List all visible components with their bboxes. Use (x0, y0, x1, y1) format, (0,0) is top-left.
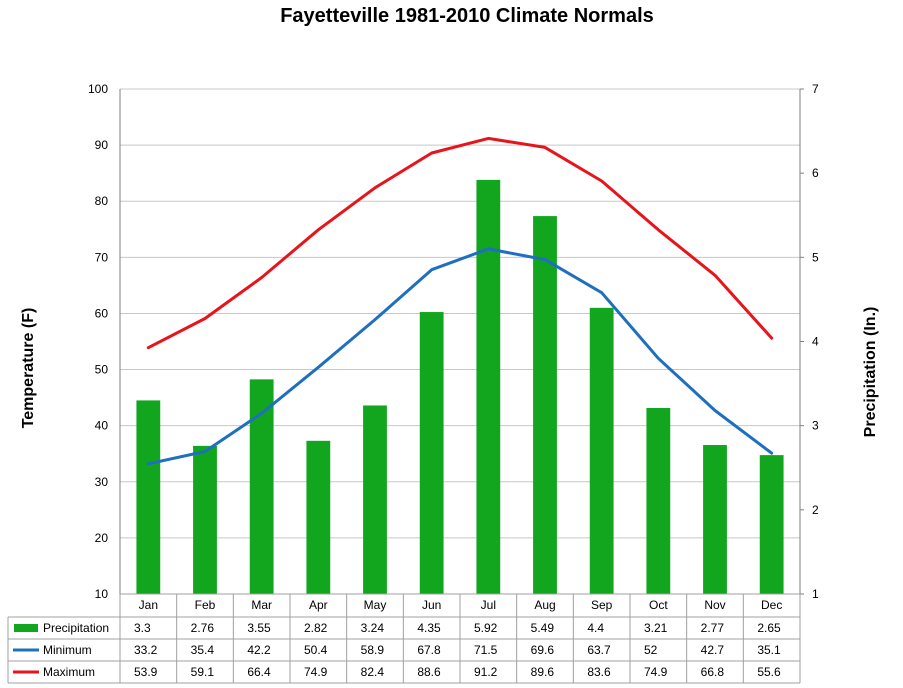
precipitation-bar (476, 179, 501, 594)
precipitation-bar (136, 400, 161, 594)
table-value-cell: 50.4 (304, 643, 328, 657)
legend-label: Maximum (43, 665, 95, 679)
legend-label: Precipitation (43, 621, 109, 635)
table-value-cell: 3.21 (644, 621, 668, 635)
table-value-cell: 59.1 (191, 665, 215, 679)
table-value-cell: 2.76 (191, 621, 215, 635)
table-value-cell: 67.8 (417, 643, 441, 657)
y-left-tick-label: 10 (95, 587, 109, 601)
y-right-tick-label: 6 (812, 166, 819, 180)
y-left-tick-label: 20 (95, 531, 109, 545)
table-value-cell: 82.4 (361, 665, 385, 679)
y-right-tick-label: 7 (812, 82, 819, 96)
table-value-cell: 58.9 (361, 643, 385, 657)
x-tick-label: Jan (139, 598, 158, 612)
y-right-tick-label: 3 (812, 419, 819, 433)
table-value-cell: 66.4 (247, 665, 271, 679)
table-value-cell: 2.65 (757, 621, 781, 635)
x-tick-label: May (364, 598, 387, 612)
table-value-cell: 74.9 (644, 665, 668, 679)
table-value-cell: 88.6 (417, 665, 441, 679)
data-table: Jan Feb Mar Apr May Jun Jul Aug Sep Oct Nov Dec Prec… (7, 593, 801, 684)
precipitation-bar (703, 445, 727, 594)
table-value-cell: 71.5 (474, 643, 498, 657)
y-left-tick-label: 100 (88, 82, 108, 96)
y-axis-right-title: Precipitation (In.) (862, 307, 879, 438)
x-tick-label: Mar (251, 598, 272, 612)
x-tick-label: Aug (534, 598, 555, 612)
chart-title: Fayetteville 1981-2010 Climate Normals (280, 5, 654, 27)
y-left-tick-label: 70 (95, 250, 109, 264)
precipitation-bar (589, 307, 614, 594)
table-value-cell: 55.6 (757, 665, 781, 679)
precipitation-bar (193, 445, 217, 594)
table-value-cell: 66.8 (701, 665, 725, 679)
y-right-tick-label: 2 (812, 503, 819, 517)
y-right-tick-label: 4 (812, 335, 819, 349)
table-value-cell: 3.24 (361, 621, 385, 635)
table-value-cell: 33.2 (134, 643, 158, 657)
table-value-cell: 42.2 (247, 643, 271, 657)
table-value-cell: 42.7 (701, 643, 725, 657)
y-right-tick-label: 5 (812, 250, 819, 264)
precipitation-bar (759, 455, 784, 594)
precipitation-bar (363, 405, 387, 594)
x-tick-label: Jun (422, 598, 441, 612)
legend-label: Minimum (43, 643, 92, 657)
minimum-temperature-line (146, 247, 774, 466)
y-left-tick-label: 80 (95, 194, 109, 208)
precipitation-bar (306, 440, 331, 594)
table-value-cell: 2.82 (304, 621, 328, 635)
y-left-tick-label: 50 (95, 363, 109, 377)
y-right-tick-label: 1 (812, 587, 819, 601)
legend-key-precipitation (14, 624, 38, 632)
table-value-cell: 63.7 (587, 643, 611, 657)
x-tick-label: Feb (195, 598, 216, 612)
table-value-cell: 35.1 (757, 643, 781, 657)
y-left-tick-label: 40 (95, 419, 109, 433)
precipitation-bar (419, 312, 444, 594)
table-value-cell: 3.3 (134, 621, 151, 635)
y-left-tick-label: 90 (95, 138, 109, 152)
table-value-cell: 53.9 (134, 665, 158, 679)
plot-area: 100 90 80 70 60 50 40 30 20 10 7 6 5 4 3 2 1 (88, 82, 819, 601)
x-tick-label: Apr (309, 598, 328, 612)
y-left-tick-label: 30 (95, 475, 109, 489)
x-tick-label: Oct (649, 598, 668, 612)
y-left-tick-label: 60 (95, 306, 109, 320)
table-value-cell: 4.4 (587, 621, 604, 635)
table-value-cell: 89.6 (531, 665, 555, 679)
table-value-cell: 5.49 (531, 621, 555, 635)
table-value-cell: 69.6 (531, 643, 555, 657)
precipitation-bar (533, 216, 557, 594)
table-value-cell: 4.35 (417, 621, 441, 635)
table-value-cell: 91.2 (474, 665, 498, 679)
y-axis-left-title: Temperature (F) (20, 308, 37, 429)
x-tick-label: Dec (761, 598, 782, 612)
x-tick-label: Sep (591, 598, 613, 612)
precipitation-bar (249, 379, 274, 594)
table-value-cell: 5.92 (474, 621, 498, 635)
x-tick-label: Jul (481, 598, 496, 612)
table-value-cell: 52 (644, 643, 658, 657)
maximum-temperature-line (146, 136, 774, 350)
table-value-cell: 35.4 (191, 643, 215, 657)
x-tick-label: Nov (704, 598, 725, 612)
precipitation-bar (646, 407, 671, 594)
table-value-cell: 74.9 (304, 665, 328, 679)
table-value-cell: 83.6 (587, 665, 611, 679)
table-value-cell: 2.77 (701, 621, 725, 635)
table-value-cell: 3.55 (247, 621, 271, 635)
